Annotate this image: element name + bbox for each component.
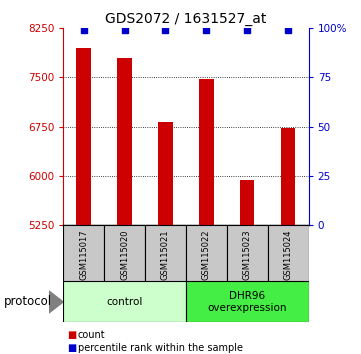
Bar — [227, 225, 268, 281]
Bar — [268, 225, 309, 281]
Bar — [77, 48, 91, 225]
Bar — [186, 281, 309, 322]
Bar — [117, 58, 132, 225]
Text: GSM115017: GSM115017 — [79, 229, 88, 280]
Text: percentile rank within the sample: percentile rank within the sample — [78, 343, 243, 353]
Text: count: count — [78, 330, 105, 339]
Text: control: control — [106, 297, 143, 307]
Bar — [186, 225, 227, 281]
Text: GSM115020: GSM115020 — [120, 229, 129, 280]
Text: GSM115022: GSM115022 — [202, 229, 211, 280]
Text: DHR96
overexpression: DHR96 overexpression — [208, 291, 287, 313]
Text: GSM115023: GSM115023 — [243, 229, 252, 280]
Bar — [281, 128, 295, 225]
Text: protocol: protocol — [4, 295, 52, 308]
Text: GSM115024: GSM115024 — [284, 229, 293, 280]
Bar — [240, 180, 255, 225]
Polygon shape — [49, 291, 63, 313]
Text: ■: ■ — [67, 343, 76, 353]
Bar — [199, 79, 214, 225]
Title: GDS2072 / 1631527_at: GDS2072 / 1631527_at — [105, 12, 267, 26]
Bar — [63, 225, 104, 281]
Text: ■: ■ — [67, 330, 76, 339]
Bar — [104, 225, 145, 281]
Text: GSM115021: GSM115021 — [161, 229, 170, 280]
Bar — [158, 122, 173, 225]
Bar — [145, 225, 186, 281]
Bar — [63, 281, 186, 322]
